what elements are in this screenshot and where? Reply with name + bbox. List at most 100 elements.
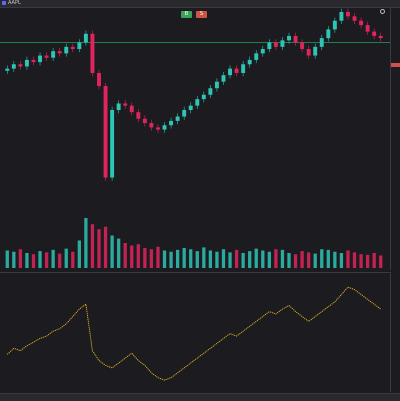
candle-body [378,35,383,39]
candle-body [156,127,160,130]
candle-body [267,42,272,50]
window-title: AAPL [8,0,21,6]
volume-bar [64,248,68,268]
candle-body [254,53,259,60]
candle-body [201,94,206,100]
candle-body [77,42,82,50]
candle-body [149,123,154,128]
candle-body [332,20,337,30]
volume-bar [189,249,193,268]
gear-icon[interactable] [380,9,385,14]
volume-bar [169,251,173,268]
volume-bar [333,251,337,268]
volume-bar [359,254,363,268]
oscillator-line [6,286,381,381]
candle-body [313,46,318,56]
volume-bar [261,250,265,268]
candle-body [5,68,10,71]
candle-body [306,49,311,56]
volume-bar [90,224,95,268]
candle-body [64,46,69,54]
volume-bar [123,243,127,268]
candle-body [346,12,350,17]
candle-body [103,86,108,178]
oscillator-axis[interactable] [390,272,400,392]
candle-body [110,110,115,178]
candle-body [182,110,187,117]
volume-bar [77,240,81,268]
candle-body [280,40,285,47]
volume-bar [12,251,16,268]
candle-body [83,33,88,43]
volume-bar [346,250,350,268]
candle-body [44,55,49,58]
volume-bar [202,247,206,268]
candle-body [319,38,324,47]
candle-body [228,68,232,76]
volume-bar [300,251,304,268]
candle-body [51,51,56,58]
candle-body [116,103,121,110]
candle-body [293,35,298,43]
candle-body [195,99,200,106]
candle-body [97,72,101,87]
volume-bar [234,249,239,268]
candle-body [352,16,357,21]
volume-bar [326,249,330,268]
candle-body [90,33,95,73]
volume-bar [274,249,278,268]
candle-body [31,59,36,63]
volume-bar [149,249,154,268]
volume-bar [156,246,160,268]
current-price-tag [391,63,400,67]
volume-bar [130,245,134,268]
candle-body [273,42,278,47]
candle-body [11,64,16,69]
oscillator-pane[interactable] [0,272,390,393]
candle-body [136,112,141,119]
candle-body [38,55,42,63]
volume-bar [228,252,232,268]
candle-body [214,81,219,89]
price-chart [0,8,390,268]
volume-bar [320,249,324,268]
candle-body [241,64,246,73]
volume-bar [379,255,383,268]
candle-body [234,68,239,73]
candle-body [24,59,29,67]
candle-body [142,118,147,124]
volume-bar [254,248,258,268]
candle-body [162,125,167,130]
candle-body [247,59,252,65]
volume-bar [267,251,271,268]
buy-button[interactable]: B [181,11,192,18]
volume-bar [313,253,317,268]
candle-body [221,75,226,82]
volume-bar [162,250,167,268]
volume-bar [84,218,88,268]
volume-bar [208,250,213,268]
volume-bar [241,253,245,268]
sell-button[interactable]: S [196,11,207,18]
volume-bar [182,248,186,268]
candle-body [339,12,344,21]
price-axis[interactable] [390,8,400,270]
candle-body [365,25,370,32]
candle-body [326,29,331,39]
candle-body [129,105,134,113]
volume-bar [38,251,42,268]
volume-bar [25,253,29,268]
volume-bar [110,235,114,268]
candle-body [70,46,75,50]
candle-body [300,42,305,50]
price-chart-pane[interactable] [0,8,390,270]
volume-bar [103,226,108,268]
volume-bar [215,251,219,268]
volume-bar [71,251,75,268]
candle-body [175,116,180,121]
volume-bar [307,252,311,268]
candle-body [372,31,377,36]
volume-bar [195,251,199,268]
volume-bar [58,253,62,268]
volume-bar [221,249,226,268]
